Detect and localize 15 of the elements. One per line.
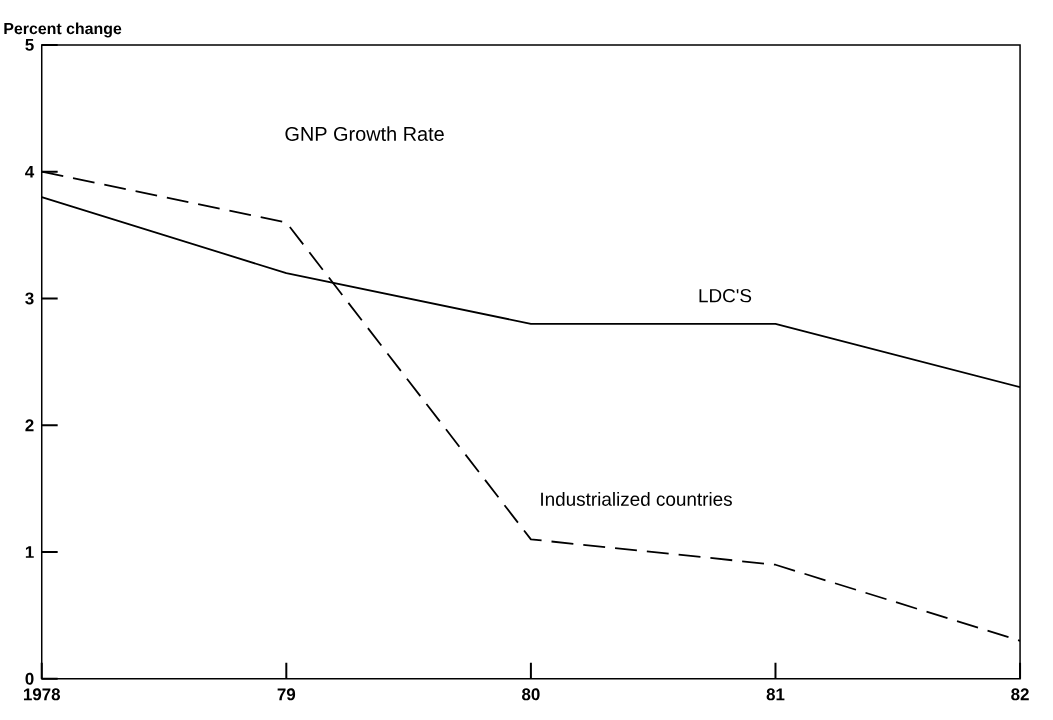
y-axis-title: Percent change bbox=[4, 22, 122, 38]
y-tick-label: 0 bbox=[25, 672, 34, 685]
y-tick-label: 2 bbox=[25, 419, 34, 432]
x-tick-label: 82 bbox=[1011, 688, 1029, 701]
x-tick-label: 79 bbox=[277, 688, 296, 701]
series-label: Industrialized countries bbox=[541, 492, 732, 507]
x-tick-label: 1978 bbox=[23, 688, 61, 701]
x-tick-label: 81 bbox=[766, 688, 785, 701]
y-tick-label: 1 bbox=[25, 546, 34, 558]
series-label: LDC'S bbox=[699, 289, 752, 303]
y-tick-label: 5 bbox=[25, 39, 34, 51]
x-tick-label: 80 bbox=[522, 688, 540, 701]
y-tick-label: 4 bbox=[25, 165, 35, 178]
y-tick-label: 3 bbox=[25, 292, 34, 305]
text: GNP Growth Rate bbox=[285, 126, 444, 142]
